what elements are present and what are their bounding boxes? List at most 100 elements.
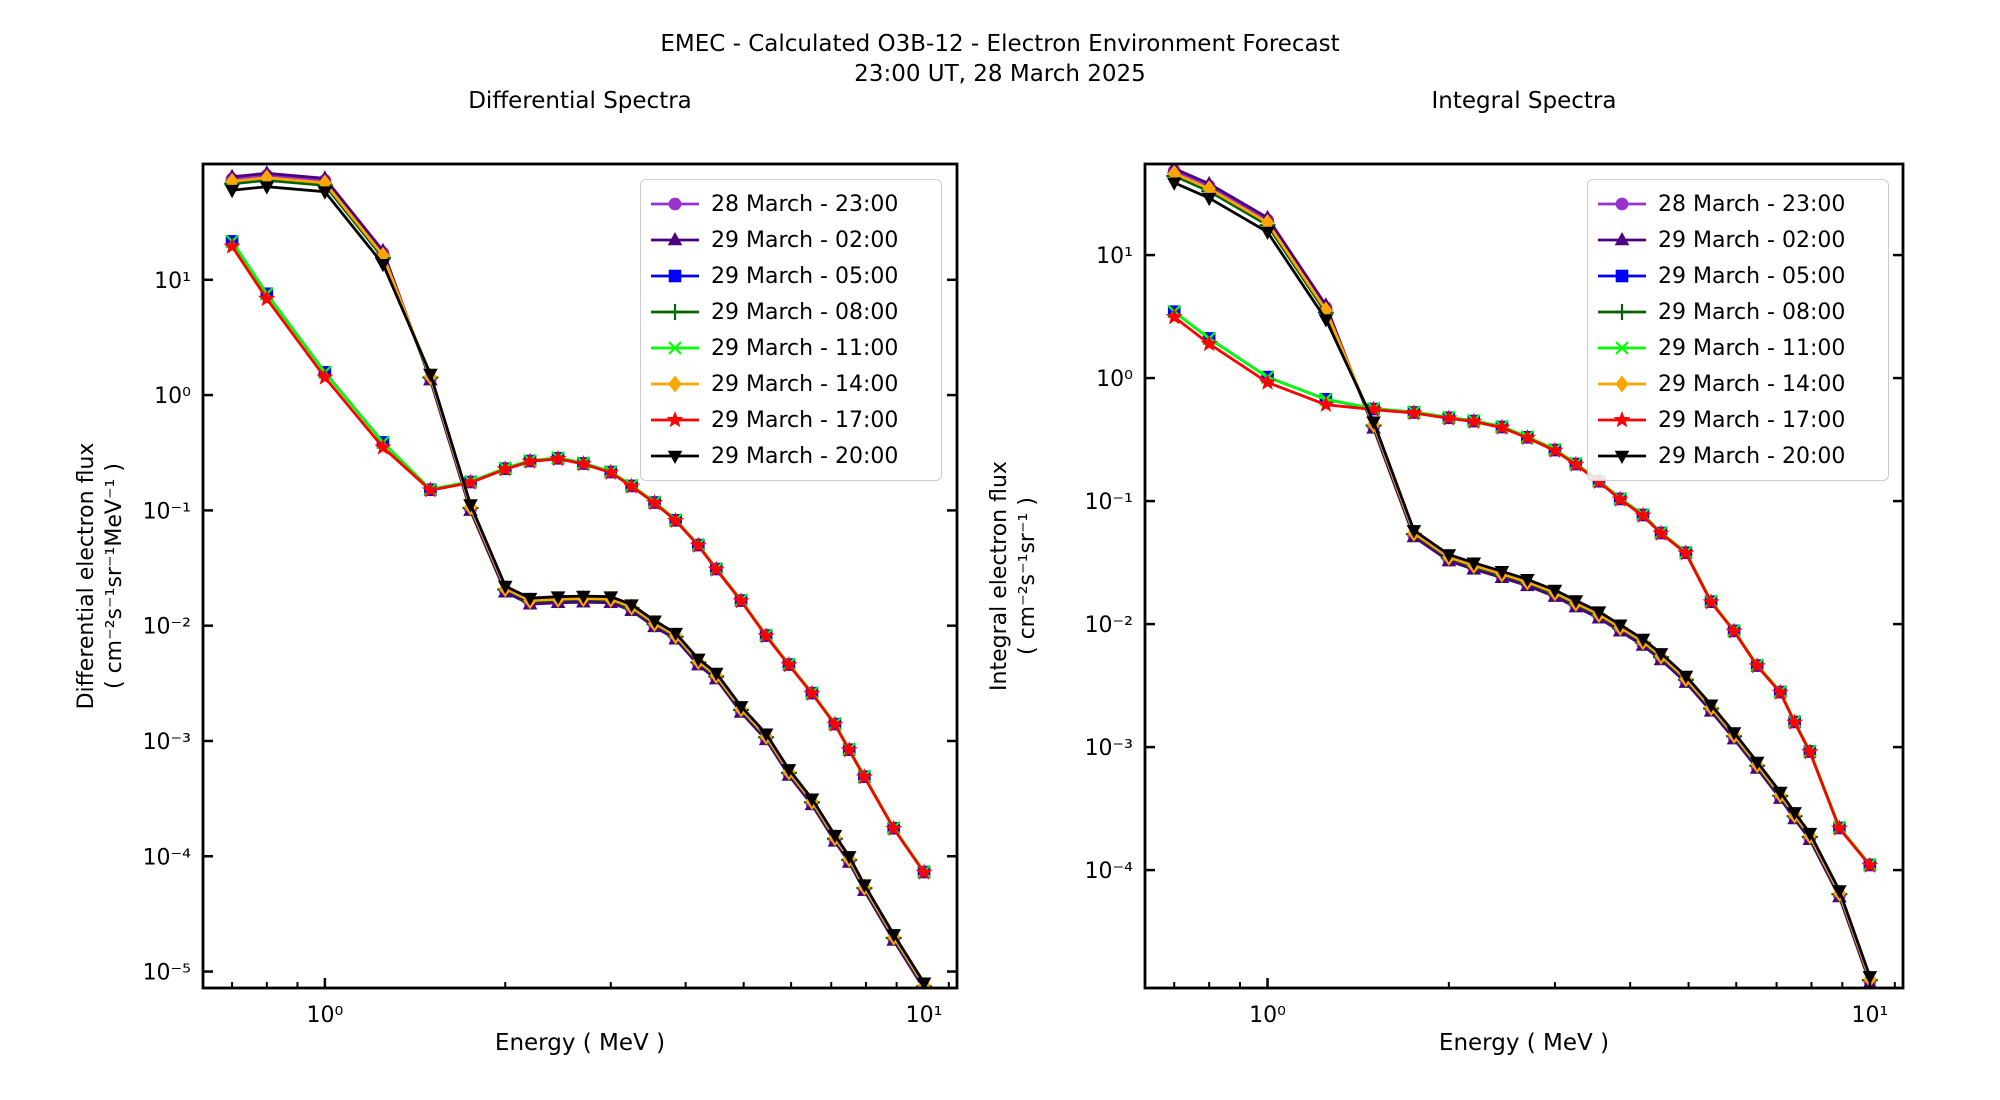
integral-plot-title: Integral Spectra (1431, 88, 1617, 114)
star-marker-icon (666, 411, 684, 428)
triangle-down-marker-icon (1749, 756, 1765, 771)
star-marker-icon (258, 289, 276, 307)
star-marker-icon (1634, 506, 1652, 523)
triangle-down-marker-icon (857, 879, 872, 893)
star-marker-icon (1652, 524, 1670, 541)
triangle-down-marker-icon (1772, 786, 1788, 801)
triangle-down-marker-icon (497, 580, 513, 595)
diamond-marker-icon (1615, 375, 1629, 393)
triangle-up-marker-icon (1614, 232, 1630, 246)
legend-label: 29 March - 17:00 (1658, 407, 1846, 433)
legend-entry-29-march---08-00[interactable]: 29 March - 08:00 (649, 294, 933, 330)
y-tick-label: 10⁻² (143, 615, 191, 640)
triangle-down-marker-icon (1260, 226, 1275, 241)
legend-label: 29 March - 20:00 (1658, 443, 1846, 469)
star-marker-icon (1830, 819, 1848, 836)
axis-ticks (203, 278, 957, 988)
legend-entry-29-march---14-00[interactable]: 29 March - 14:00 (649, 366, 933, 402)
triangle-down-marker-icon (1406, 525, 1422, 539)
triangle-down-marker-icon (576, 590, 591, 605)
star-marker-icon (826, 715, 844, 732)
legend-entry-29-march---14-00[interactable]: 29 March - 14:00 (1596, 366, 1880, 402)
differential-plot-title: Differential Spectra (468, 88, 692, 114)
triangle-down-marker-icon (624, 599, 639, 613)
star-marker-icon (757, 627, 775, 644)
legend-entry-29-march---02-00[interactable]: 29 March - 02:00 (1596, 222, 1880, 258)
triangle-down-marker-icon (550, 591, 566, 605)
triangle-down-marker-icon (1802, 827, 1818, 842)
star-marker-icon (602, 463, 620, 480)
triangle-down-marker-icon (375, 258, 391, 273)
x-tick-label: 10⁰ (306, 1003, 343, 1028)
star-marker-icon (1786, 713, 1804, 730)
star-marker-icon (1702, 593, 1720, 610)
axis-tick-labels: 10¹ 10⁰ 10⁻¹ 10⁻² 10⁻³ 10⁻⁴ 10⁰ 10¹ (1085, 244, 1889, 1028)
triangle-down-marker-icon (463, 499, 478, 513)
legend-sample (651, 304, 699, 320)
legend-entry-29-march---17-00[interactable]: 29 March - 17:00 (1596, 402, 1880, 438)
legend-entry-28-march---23-00[interactable]: 28 March - 23:00 (1596, 186, 1880, 222)
integral-x-axis-label: Energy ( MeV ) (1438, 1030, 1610, 1056)
legend-entry-29-march---20-00[interactable]: 29 March - 20:00 (649, 438, 933, 474)
legend-sample (651, 341, 699, 355)
figure-title-line2: 23:00 UT, 28 March 2025 (854, 61, 1146, 87)
y-tick-label: 10⁻¹ (1085, 490, 1133, 515)
legend-entry-29-march---11-00[interactable]: 29 March - 11:00 (649, 330, 933, 366)
triangle-down-marker-icon (841, 851, 857, 865)
star-marker-icon (1861, 856, 1879, 873)
legend-entry-29-march---11-00[interactable]: 29 March - 11:00 (1596, 330, 1880, 366)
triangle-down-marker-icon (827, 829, 843, 844)
legend-label: 29 March - 05:00 (711, 263, 899, 289)
circle-marker-icon (1615, 197, 1629, 211)
legend-label: 29 March - 05:00 (1658, 263, 1846, 289)
axes-spines (201, 162, 959, 990)
triangle-down-marker-icon (1703, 699, 1719, 713)
x-tick-label: 10¹ (1851, 1003, 1888, 1028)
triangle-down-marker-icon (1547, 584, 1563, 599)
star-marker-icon (1567, 455, 1585, 472)
legend-label: 29 March - 11:00 (711, 335, 899, 361)
diamond-marker-icon (668, 375, 682, 393)
y-tick-label: 10⁻⁵ (143, 961, 191, 986)
triangle-down-marker-icon (1832, 885, 1847, 899)
legend-entry-29-march---02-00[interactable]: 29 March - 02:00 (649, 222, 933, 258)
star-marker-icon (885, 819, 903, 837)
star-marker-icon (574, 455, 592, 472)
triangle-down-marker-icon (1612, 619, 1628, 633)
triangle-down-marker-icon (1494, 565, 1510, 580)
legend-entry-29-march---17-00[interactable]: 29 March - 17:00 (649, 402, 933, 438)
triangle-down-marker-icon (1726, 727, 1742, 741)
y-tick-label: 10⁻⁴ (143, 845, 192, 870)
star-marker-icon (707, 560, 725, 577)
legend-entry-29-march---20-00[interactable]: 29 March - 20:00 (1596, 438, 1880, 474)
star-marker-icon (1165, 308, 1183, 325)
x-marker-icon (1615, 341, 1629, 355)
axis-ticks (1145, 253, 1903, 988)
triangle-down-marker-icon (1653, 648, 1669, 662)
legend-entry-29-march---08-00[interactable]: 29 March - 08:00 (1596, 294, 1880, 330)
legend-sample (1598, 375, 1646, 393)
legend-entry-29-march---05-00[interactable]: 29 March - 05:00 (649, 258, 933, 294)
legend-sample (651, 411, 699, 428)
legend-label: 29 March - 08:00 (1658, 299, 1846, 325)
star-marker-icon (1365, 400, 1383, 417)
legend-sample (1598, 341, 1646, 355)
star-marker-icon (840, 741, 858, 758)
plus-marker-icon (667, 304, 683, 320)
legend-sample (651, 197, 699, 211)
legend-sample (651, 269, 699, 283)
y-tick-label: 10⁰ (1096, 367, 1133, 392)
triangle-down-marker-icon (804, 793, 820, 807)
star-marker-icon (1801, 743, 1819, 760)
triangle-down-marker-icon (1678, 670, 1694, 685)
triangle-down-marker-icon (667, 450, 683, 464)
y-tick-label: 10⁻³ (143, 730, 191, 755)
triangle-up-marker-icon (667, 232, 683, 246)
legend-label: 28 March - 23:00 (711, 191, 899, 217)
star-marker-icon (1493, 418, 1511, 435)
legend-entry-29-march---05-00[interactable]: 29 March - 05:00 (1596, 258, 1880, 294)
legend-entry-28-march---23-00[interactable]: 28 March - 23:00 (649, 186, 933, 222)
legend-label: 29 March - 02:00 (1658, 227, 1846, 253)
